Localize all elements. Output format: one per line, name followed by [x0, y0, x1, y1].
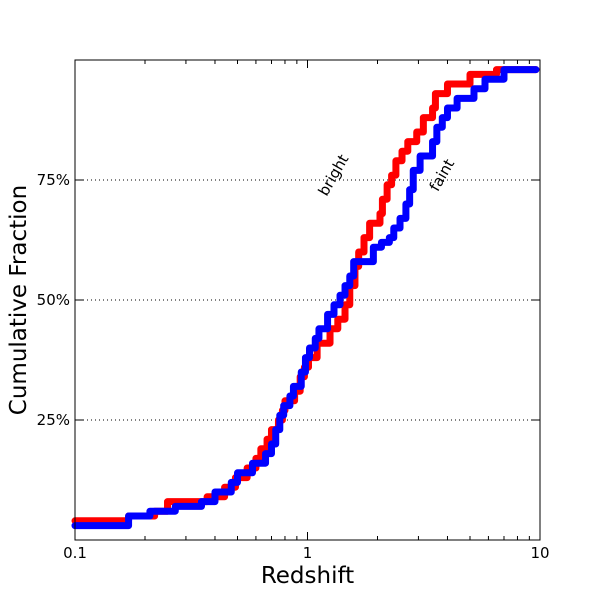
y-tick-label: 75% — [37, 171, 70, 189]
x-tick-label: 1 — [303, 544, 313, 562]
x-tick-label: 10 — [530, 544, 549, 562]
x-tick-label: 0.1 — [63, 544, 87, 562]
grid-lines — [75, 179, 540, 421]
x-axis-title: Redshift — [261, 563, 354, 589]
series-lines — [71, 66, 540, 530]
y-tick-label: 50% — [37, 291, 70, 309]
y-axis-title: Cumulative Fraction — [6, 185, 32, 415]
y-tick-label: 25% — [37, 411, 70, 429]
axis-ticks: 0.1 1 10 25% 50% 75% — [37, 60, 550, 562]
series-line-1 — [71, 66, 540, 525]
series-line-2 — [71, 66, 540, 530]
